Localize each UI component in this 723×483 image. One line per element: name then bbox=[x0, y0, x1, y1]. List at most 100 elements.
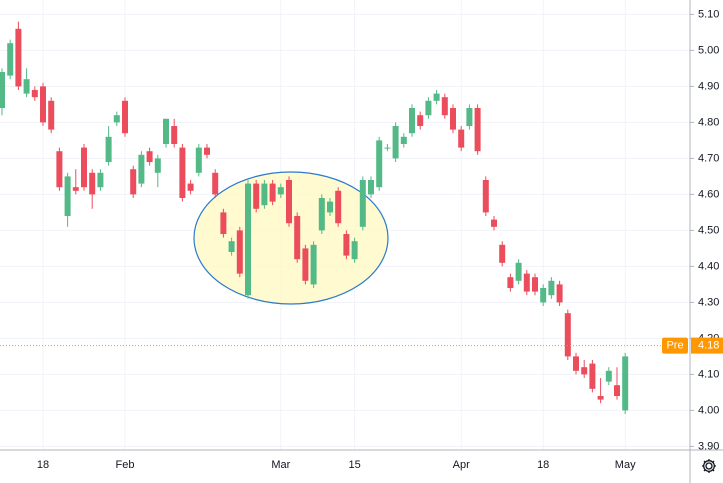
candle-body bbox=[400, 136, 407, 144]
candle-body bbox=[614, 385, 620, 396]
candle-body bbox=[441, 97, 448, 116]
candle-body bbox=[31, 90, 38, 98]
candle-body bbox=[556, 284, 563, 303]
candle-body bbox=[236, 230, 243, 274]
candle-body bbox=[7, 43, 14, 76]
candle-body bbox=[392, 126, 399, 159]
candle-body bbox=[605, 370, 612, 382]
pre-market-label: Pre bbox=[666, 340, 683, 352]
candle-body bbox=[212, 172, 219, 195]
candle-body bbox=[581, 367, 588, 375]
candle-body bbox=[0, 72, 5, 108]
candle-body bbox=[499, 244, 506, 263]
candle-body bbox=[171, 126, 178, 144]
candle-body bbox=[48, 100, 55, 130]
candle-body bbox=[228, 241, 235, 252]
candle-body bbox=[515, 262, 522, 281]
candle-body bbox=[417, 115, 424, 126]
candle-body bbox=[64, 176, 71, 216]
candle-body bbox=[507, 277, 514, 288]
candle-body bbox=[105, 136, 112, 162]
candle-body bbox=[245, 183, 251, 296]
candle-body bbox=[220, 212, 227, 234]
candle-body bbox=[40, 86, 46, 123]
candle-body bbox=[548, 280, 555, 296]
gear-teeth bbox=[702, 459, 716, 473]
x-tick-label: Feb bbox=[116, 459, 135, 471]
candle-body bbox=[425, 100, 432, 116]
x-tick-label: May bbox=[615, 459, 636, 471]
settings-icon[interactable] bbox=[702, 459, 716, 473]
pre-market-value: 4.18 bbox=[698, 340, 719, 352]
candle-body bbox=[302, 248, 309, 281]
candle-body bbox=[540, 288, 547, 303]
y-tick-label: 4.50 bbox=[698, 224, 719, 236]
candle-body bbox=[56, 151, 63, 188]
x-tick-label: 18 bbox=[37, 459, 49, 471]
candle-body bbox=[138, 154, 145, 184]
y-tick-label: 4.00 bbox=[698, 404, 719, 416]
axes: 3.904.004.104.204.304.404.504.604.704.80… bbox=[37, 8, 723, 471]
pre-market-value-badge bbox=[691, 337, 723, 354]
candle-body bbox=[81, 147, 87, 188]
candle-body bbox=[351, 241, 358, 260]
candle-body bbox=[368, 180, 374, 195]
candle-body bbox=[253, 183, 260, 209]
y-tick-label: 4.90 bbox=[698, 80, 719, 92]
y-tick-label: 4.70 bbox=[698, 152, 719, 164]
candle-body bbox=[294, 216, 301, 260]
y-tick-label: 4.40 bbox=[698, 260, 719, 272]
candle-body bbox=[384, 147, 391, 149]
candles bbox=[0, 21, 690, 414]
pre-market-badge bbox=[662, 337, 688, 354]
y-tick-label: 5.00 bbox=[698, 44, 719, 56]
candle-body bbox=[310, 244, 317, 285]
candle-body bbox=[113, 115, 120, 123]
candle-body bbox=[15, 28, 22, 87]
y-tick-label: 3.90 bbox=[698, 440, 719, 452]
candle-body bbox=[343, 234, 350, 256]
y-tick-label: 4.30 bbox=[698, 296, 719, 308]
candle-body bbox=[89, 172, 96, 195]
candle-body bbox=[286, 180, 292, 224]
candle-body bbox=[474, 108, 481, 152]
gear-ring bbox=[703, 460, 715, 472]
candle-body bbox=[23, 79, 30, 94]
candle-body bbox=[433, 93, 440, 101]
candle-body bbox=[376, 140, 383, 188]
y-tick-label: 4.10 bbox=[698, 368, 719, 380]
y-tick-label: 4.60 bbox=[698, 188, 719, 200]
candle-body bbox=[491, 219, 497, 227]
candle-body bbox=[277, 187, 284, 195]
candle-body bbox=[482, 180, 489, 213]
candle-body bbox=[564, 313, 571, 357]
candle-body bbox=[122, 100, 128, 134]
gear-center bbox=[705, 462, 713, 470]
candle-body bbox=[622, 356, 629, 411]
candle-body bbox=[409, 108, 415, 134]
candle-body bbox=[269, 183, 276, 202]
candle-body bbox=[532, 277, 538, 292]
candle-body bbox=[261, 183, 268, 206]
x-tick-label: Mar bbox=[271, 459, 290, 471]
candle-body bbox=[187, 183, 194, 191]
candle-body bbox=[204, 147, 210, 155]
candle-body bbox=[450, 108, 456, 130]
candle-body bbox=[146, 151, 153, 162]
candle-body bbox=[163, 118, 169, 144]
y-tick-label: 4.80 bbox=[698, 116, 719, 128]
x-tick-label: 15 bbox=[348, 459, 360, 471]
candle-body bbox=[318, 198, 325, 231]
x-tick-label: Apr bbox=[453, 459, 470, 471]
candle-body bbox=[195, 147, 202, 173]
candle-body bbox=[335, 190, 342, 224]
candle-body bbox=[327, 201, 333, 213]
candle-body bbox=[359, 180, 366, 227]
candle-body bbox=[72, 187, 79, 191]
candle-body bbox=[523, 273, 530, 292]
candle-body bbox=[466, 108, 473, 126]
x-tick-label: 18 bbox=[537, 459, 549, 471]
candle-body bbox=[458, 129, 465, 148]
